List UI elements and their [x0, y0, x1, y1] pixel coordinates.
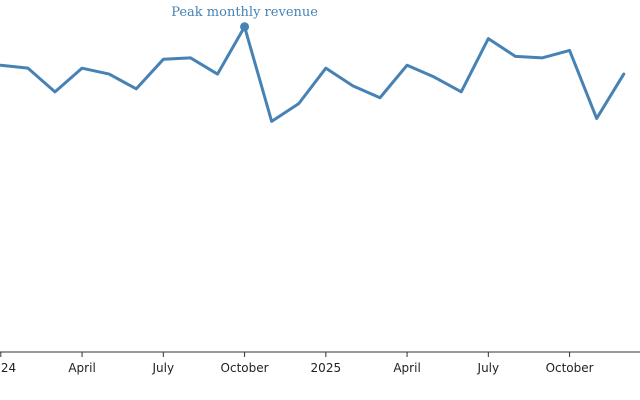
- x-tick-label: 2024: [0, 361, 16, 375]
- annotation-label: Peak monthly revenue: [171, 5, 318, 20]
- annotation-marker: [240, 22, 250, 32]
- x-tick-label: April: [68, 361, 95, 375]
- x-tick-label: July: [477, 361, 500, 375]
- x-tick-label: 2025: [311, 361, 342, 375]
- annotation-group: Peak monthly revenue: [171, 5, 318, 32]
- x-tick-label: October: [546, 361, 594, 375]
- x-tick-label: April: [393, 361, 420, 375]
- series-line: [0, 25, 626, 123]
- x-tick-label: October: [221, 361, 269, 375]
- x-tick-label: July: [152, 361, 175, 375]
- series-group: [0, 25, 626, 123]
- x-axis: 2024 April July October 2025 April July October: [0, 351, 640, 375]
